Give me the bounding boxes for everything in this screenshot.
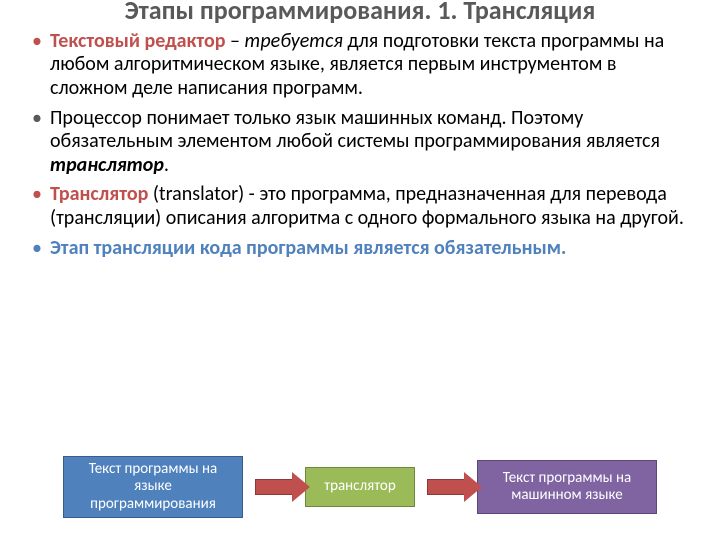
slide: Этапы программирования. 1. Трансляция Те…: [0, 0, 720, 536]
bullet-2: Процессор понимает только язык машинных …: [28, 107, 692, 178]
arrow-icon: [255, 479, 293, 495]
bullet-4-text: Этап трансляции кода программы является …: [50, 236, 566, 260]
bullet-2-em: транслятор: [50, 153, 164, 177]
diagram-box-source: Текст программы на языке программировани…: [63, 456, 243, 518]
bullet-3-term: Транслятор: [50, 182, 148, 206]
bullet-1-term: Текстовый редактор: [50, 29, 226, 53]
bullet-1-dash: –: [226, 29, 245, 53]
flow-diagram: Текст программы на языке программировани…: [0, 456, 720, 518]
slide-title: Этапы программирования. 1. Трансляция: [28, 0, 692, 26]
bullet-1-ital: требуется: [245, 29, 343, 53]
diagram-box-machine: Текст программы на машинном языке: [477, 460, 657, 514]
arrow-2-wrap: [415, 479, 477, 495]
bullet-4: Этап трансляции кода программы является …: [28, 237, 692, 261]
bullet-2-post: .: [164, 153, 169, 177]
diagram-box-translator: транслятор: [305, 467, 415, 507]
bullet-1: Текстовый редактор – требуется для подго…: [28, 30, 692, 101]
bullet-3: Транслятор (translator) - это программа,…: [28, 183, 692, 230]
arrow-1-wrap: [243, 479, 305, 495]
bullet-list: Текстовый редактор – требуется для подго…: [28, 30, 692, 260]
bullet-2-pre: Процессор понимает только язык машинных …: [50, 106, 660, 154]
arrow-icon: [427, 479, 465, 495]
